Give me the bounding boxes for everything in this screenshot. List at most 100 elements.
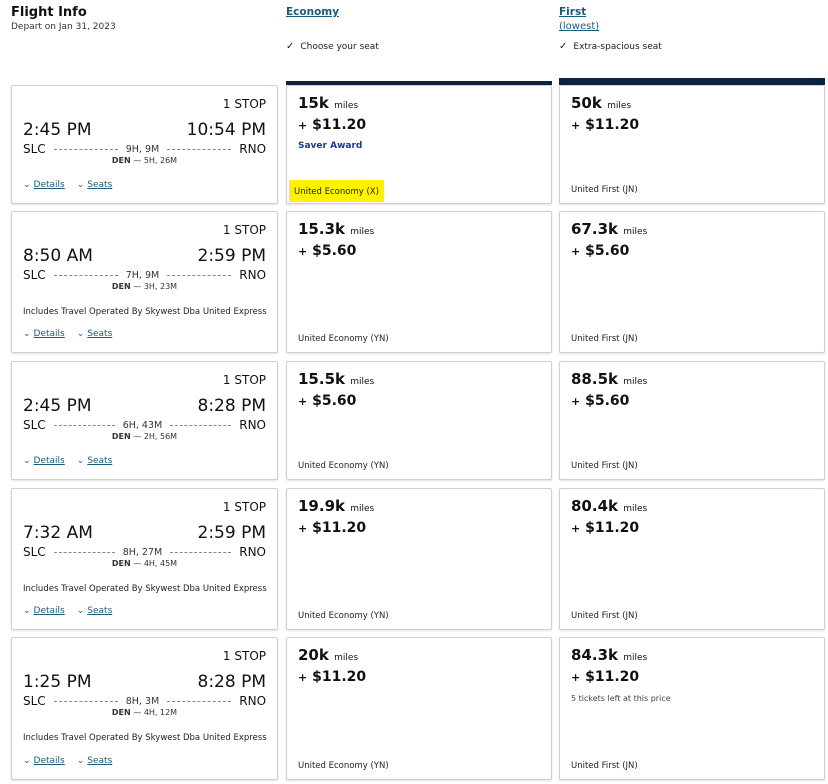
first-fare-card[interactable]: 67.3k miles + $5.60 United First (JN) — [559, 211, 825, 353]
economy-feature: ✓ Choose your seat — [286, 41, 379, 52]
price: + $11.20 — [298, 669, 367, 685]
details-toggle[interactable]: ⌄ Details — [23, 456, 65, 466]
operated-by: Includes Travel Operated By Skywest Dba … — [23, 584, 267, 594]
first-fare-card[interactable]: 50k miles + $11.20 United First (JN) — [559, 85, 825, 204]
miles: 19.9k miles — [298, 497, 375, 515]
depart-time: 2:45 PM — [23, 120, 92, 140]
check-icon: ✓ — [559, 41, 568, 52]
chevron-down-icon: ⌄ — [23, 756, 31, 766]
column-first[interactable]: First — [559, 6, 587, 18]
chevron-down-icon: ⌄ — [23, 606, 31, 616]
connection: DEN — 4H, 12M — [111, 708, 178, 717]
price: + $11.20 — [571, 669, 640, 685]
fare-class: United Economy (YN) — [298, 334, 389, 344]
flight-row: 1 STOP 1:25 PM 8:28 PM SLC 8H, 3M RNO DEN —… — [0, 637, 828, 780]
price: + $5.60 — [571, 393, 630, 409]
flight-links: ⌄ Details ⌄ Seats — [23, 606, 112, 616]
route: SLC 6H, 43M RNO — [23, 418, 266, 432]
route: SLC 9H, 9M RNO — [23, 142, 266, 156]
flight-info-card: 1 STOP 1:25 PM 8:28 PM SLC 8H, 3M RNO DEN —… — [11, 637, 278, 780]
first-fare-card[interactable]: 84.3k miles + $11.20 5 tickets left at t… — [559, 637, 825, 780]
economy-fare-card[interactable]: 20k miles + $11.20 United Economy (YN) — [286, 637, 552, 780]
price: + $5.60 — [298, 243, 357, 259]
origin: SLC — [23, 268, 46, 282]
arrive-time: 2:59 PM — [197, 246, 267, 266]
column-economy[interactable]: Economy — [286, 6, 340, 18]
flight-info-card: 1 STOP 2:45 PM 10:54 PM SLC 9H, 9M RNO DEN … — [11, 85, 278, 204]
arrive-time: 8:28 PM — [197, 396, 267, 416]
seats-toggle[interactable]: ⌄ Seats — [76, 606, 113, 616]
economy-selected-bar — [286, 81, 552, 85]
saver-award-badge: Saver Award — [298, 141, 363, 151]
price: + $11.20 — [298, 520, 367, 536]
connection: DEN — 2H, 56M — [111, 432, 178, 441]
chevron-down-icon: ⌄ — [23, 329, 31, 339]
price: + $5.60 — [298, 393, 357, 409]
chevron-down-icon: ⌄ — [76, 180, 85, 190]
details-toggle[interactable]: ⌄ Details — [23, 180, 65, 190]
miles: 15.5k miles — [298, 370, 375, 388]
details-toggle[interactable]: ⌄ Details — [23, 329, 65, 339]
route: SLC 8H, 3M RNO — [23, 694, 266, 708]
times: 8:50 AM 2:59 PM — [23, 246, 266, 266]
price: + $11.20 — [571, 520, 640, 536]
first-fare-card[interactable]: 80.4k miles + $11.20 United First (JN) — [559, 488, 825, 630]
seats-toggle[interactable]: ⌄ Seats — [76, 329, 113, 339]
first-fare-card[interactable]: 88.5k miles + $5.60 United First (JN) — [559, 361, 825, 480]
route: SLC 7H, 9M RNO — [23, 268, 266, 282]
miles: 80.4k miles — [571, 497, 648, 515]
fare-class: United First (JN) — [571, 185, 638, 195]
seats-toggle[interactable]: ⌄ Seats — [76, 180, 113, 190]
connection: DEN — 5H, 26M — [111, 156, 178, 165]
details-toggle[interactable]: ⌄ Details — [23, 606, 65, 616]
depart-time: 2:45 PM — [23, 396, 92, 416]
times: 7:32 AM 2:59 PM — [23, 523, 266, 543]
fare-class: United Economy (X) — [289, 180, 384, 202]
chevron-down-icon: ⌄ — [76, 329, 85, 339]
flight-row: 1 STOP 2:45 PM 10:54 PM SLC 9H, 9M RNO DEN … — [0, 85, 828, 204]
flight-links: ⌄ Details ⌄ Seats — [23, 180, 112, 190]
price: + $11.20 — [298, 117, 367, 133]
depart-time: 7:32 AM — [23, 523, 93, 543]
chevron-down-icon: ⌄ — [76, 456, 85, 466]
origin: SLC — [23, 545, 46, 559]
operated-by: Includes Travel Operated By Skywest Dba … — [23, 307, 267, 317]
column-first-sub[interactable]: (lowest) — [559, 21, 600, 32]
miles: 88.5k miles — [571, 370, 648, 388]
seats-toggle[interactable]: ⌄ Seats — [76, 756, 113, 766]
origin: SLC — [23, 418, 46, 432]
first-lowest-bar — [559, 78, 825, 85]
miles: 15.3k miles — [298, 220, 375, 238]
flight-row: 1 STOP 8:50 AM 2:59 PM SLC 7H, 9M RNO DEN —… — [0, 211, 828, 353]
stops: 1 STOP — [222, 373, 266, 387]
miles: 84.3k miles — [571, 646, 648, 664]
seats-toggle[interactable]: ⌄ Seats — [76, 456, 113, 466]
duration: 8H, 27M — [122, 546, 163, 558]
economy-fare-card[interactable]: 19.9k miles + $11.20 United Economy (YN) — [286, 488, 552, 630]
miles: 20k miles — [298, 646, 359, 664]
stops: 1 STOP — [222, 500, 266, 514]
operated-by: Includes Travel Operated By Skywest Dba … — [23, 733, 267, 743]
flight-info-card: 1 STOP 8:50 AM 2:59 PM SLC 7H, 9M RNO DEN —… — [11, 211, 278, 353]
flight-row: 1 STOP 2:45 PM 8:28 PM SLC 6H, 43M RNO DEN … — [0, 361, 828, 480]
arrive-time: 10:54 PM — [186, 120, 266, 140]
economy-fare-card[interactable]: 15.5k miles + $5.60 United Economy (YN) — [286, 361, 552, 480]
times: 2:45 PM 10:54 PM — [23, 120, 266, 140]
fare-class: United Economy (YN) — [298, 611, 389, 621]
flight-info-card: 1 STOP 7:32 AM 2:59 PM SLC 8H, 27M RNO DEN … — [11, 488, 278, 630]
connection: DEN — 4H, 45M — [111, 559, 178, 568]
economy-fare-card[interactable]: 15.3k miles + $5.60 United Economy (YN) — [286, 211, 552, 353]
destination: RNO — [239, 142, 267, 156]
check-icon: ✓ — [286, 41, 295, 52]
times: 1:25 PM 8:28 PM — [23, 672, 266, 692]
fare-class: United First (JN) — [571, 461, 638, 471]
details-toggle[interactable]: ⌄ Details — [23, 756, 65, 766]
economy-fare-card[interactable]: 15k miles + $11.20 Saver Award United Ec… — [286, 85, 552, 204]
miles: 67.3k miles — [571, 220, 648, 238]
depart-date: Depart on Jan 31, 2023 — [11, 22, 116, 32]
connection: DEN — 3H, 23M — [111, 282, 178, 291]
destination: RNO — [239, 545, 266, 559]
fare-class: United Economy (YN) — [298, 461, 389, 471]
price: + $5.60 — [571, 243, 630, 259]
fare-class: United First (JN) — [571, 334, 638, 344]
